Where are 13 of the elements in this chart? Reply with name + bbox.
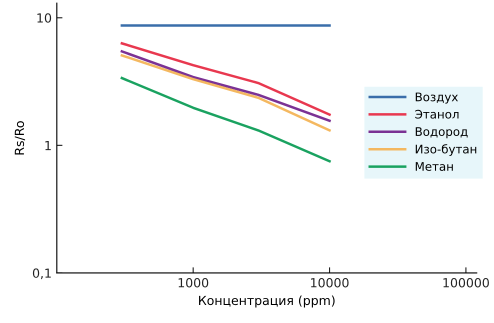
legend-label: Этанол <box>415 110 458 119</box>
y-tick-label: 0,1 <box>32 268 51 280</box>
legend-label: Изо-бутан <box>416 144 476 156</box>
x-tick-label: 1000 <box>178 278 208 288</box>
legend-label: Воздух <box>416 92 458 104</box>
y-tick-label: 10 <box>37 13 52 23</box>
x-tick-label: 100000 <box>443 278 489 288</box>
legend-label: Метан <box>416 162 453 171</box>
legend-label: Водород <box>416 127 468 138</box>
y-tick-label: 1 <box>45 140 51 150</box>
x-axis-title: Концентрация (ppm) <box>199 295 335 308</box>
y-axis-title: Rs/Ro <box>14 121 26 154</box>
x-tick-label: 10000 <box>311 278 349 288</box>
